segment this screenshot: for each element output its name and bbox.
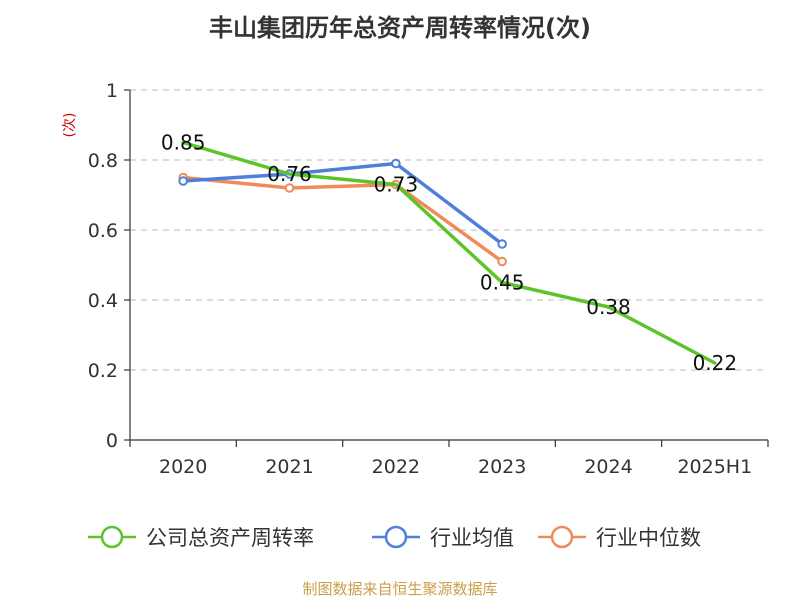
axes: 0 0.2 0.4 0.6 0.8 1 (次) 2020 2021 2022 2023 2024 202… [62,80,769,478]
series-line [181,161,504,246]
x-tick-label: 2022 [372,456,420,478]
series-point [497,256,507,267]
legend-swatch-marker [100,525,124,549]
data-label: 0.22 [693,351,738,375]
legend-swatch-marker [384,525,408,549]
legend: 公司总资产周转率 行业均值 行业中位数 [88,525,701,550]
x-tick-label: 2025H1 [677,456,752,478]
data-label: 0.85 [161,131,206,155]
series-point [178,176,188,186]
legend-label: 行业中位数 [596,526,701,550]
series-point [284,183,295,193]
y-tick-label: 0.8 [88,150,118,172]
series-line [181,175,504,264]
data-labels: 0.85 0.76 0.73 0.45 0.38 0.22 [161,131,737,376]
y-tick-label: 0 [106,430,118,452]
y-tick-label: 0.2 [88,360,118,382]
legend-label: 公司总资产周转率 [146,526,314,550]
y-tick-label: 0.6 [88,220,118,242]
series-line [181,140,717,365]
legend-swatch-marker [550,525,574,549]
series-point [391,158,401,169]
x-tick-label: 2023 [478,456,526,478]
data-label: 0.38 [586,295,631,319]
y-tick-label: 0.4 [88,290,118,312]
y-axis-label: (次) [62,113,78,138]
data-label: 0.76 [267,162,312,186]
data-label: 0.73 [374,173,419,197]
grid-lines [130,89,768,371]
x-tick-label: 2021 [265,456,313,478]
x-tick-label: 2024 [584,456,632,478]
legend-label: 行业均值 [430,526,514,550]
series-group [178,140,717,365]
y-tick-label: 1 [106,80,118,102]
data-label: 0.45 [480,271,525,295]
x-tick-label: 2020 [159,456,207,478]
series-point [497,239,507,249]
source-note: 制图数据来自恒生聚源数据库 [302,580,498,598]
chart-title: 丰山集团历年总资产周转率情况(次) [209,14,591,42]
